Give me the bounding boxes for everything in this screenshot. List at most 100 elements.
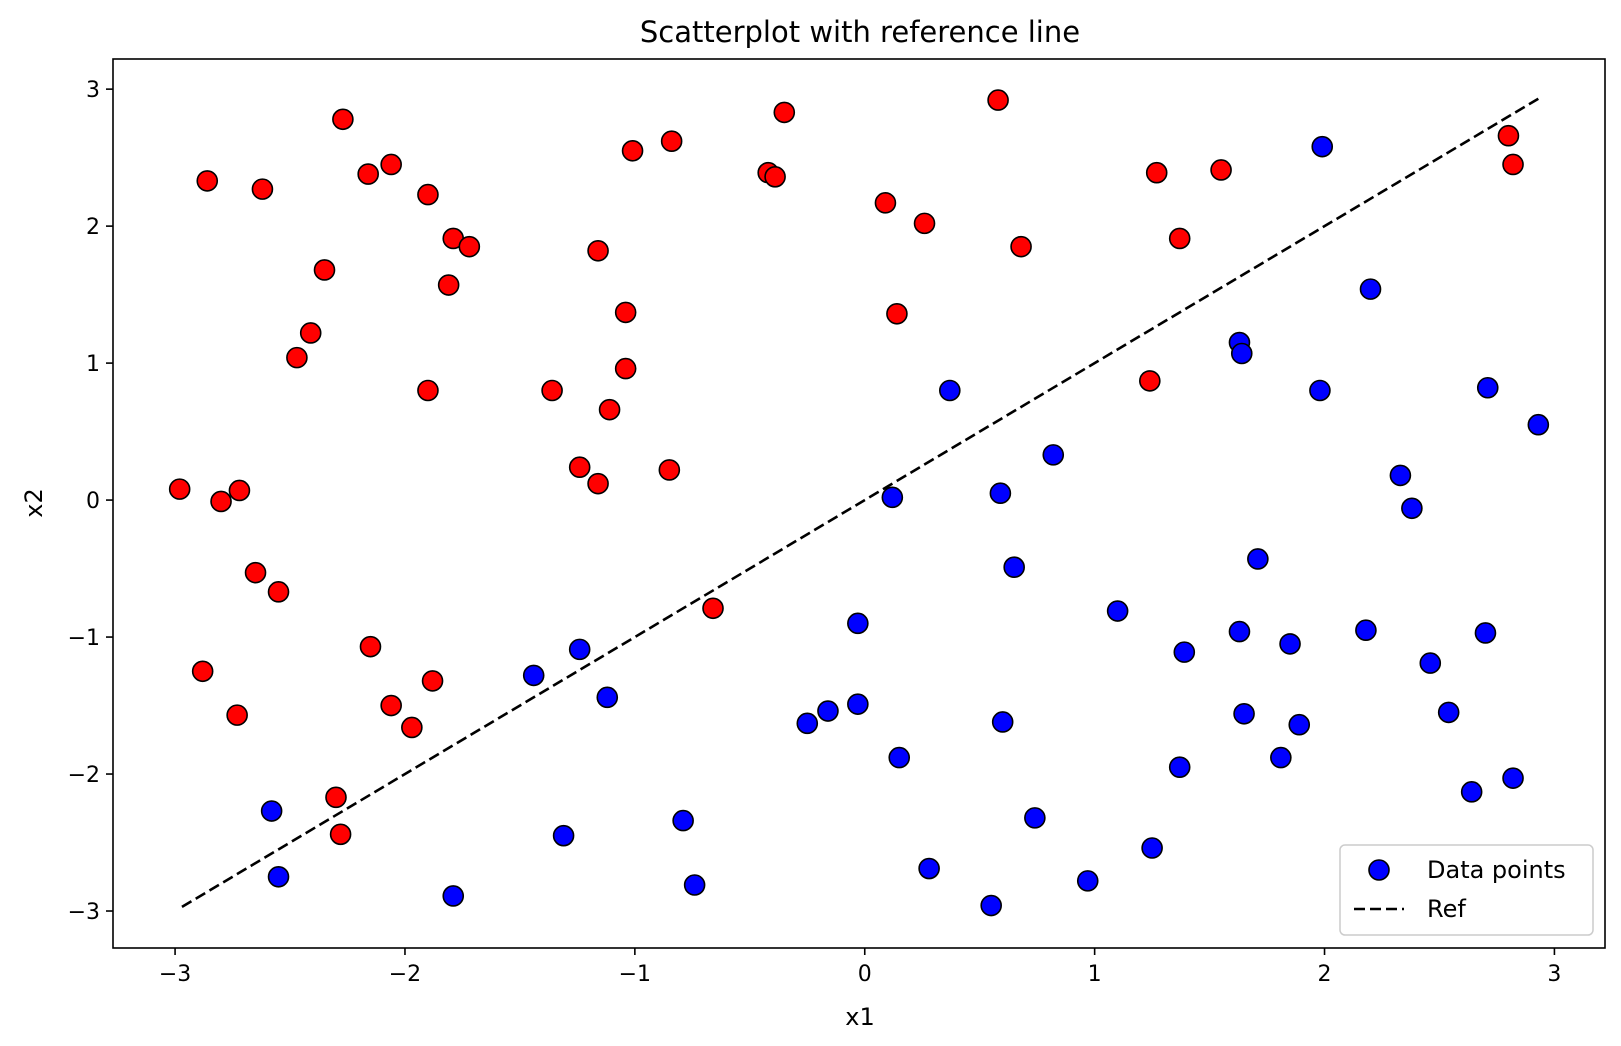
data-points [168,89,1550,917]
y-tick-label: 1 [86,352,100,377]
data-point [196,170,219,192]
data-point [191,660,214,683]
data-point [417,183,439,206]
data-point [587,472,609,495]
data-point [541,379,563,402]
reference-line [181,97,1539,909]
data-point [596,686,619,709]
data-point [357,163,379,185]
data-point [989,482,1012,505]
data-point [1460,781,1483,803]
data-point [1168,227,1191,250]
data-point [683,874,706,896]
data-point [1247,548,1269,570]
data-point [1145,161,1168,184]
y-tick-label: −2 [68,763,100,788]
data-point [939,379,961,402]
data-point [401,716,423,739]
data-point [796,712,819,735]
data-point [1279,633,1301,655]
data-point [417,379,439,402]
data-point [325,786,347,809]
data-point [1476,376,1499,399]
axes-frame [112,58,1606,949]
data-point [1076,870,1099,892]
data-point [313,259,336,281]
x-axis-label: x1 [845,1003,874,1031]
data-point [267,865,290,888]
data-point [598,398,621,421]
data-point [251,178,274,200]
data-point [1389,464,1412,487]
data-point [1474,622,1497,644]
y-tick-label: 2 [86,215,100,240]
legend-marker-data-points [1368,859,1390,881]
data-point [1288,713,1311,736]
data-point [168,478,191,500]
x-tick-label: 3 [1547,962,1561,987]
data-point [1168,756,1191,778]
data-point [1419,652,1442,674]
data-point [1527,413,1550,436]
data-point [442,885,465,907]
chart-title: Scatterplot with reference line [640,15,1080,49]
data-point [1437,701,1460,724]
data-point [886,302,908,325]
data-point [299,322,322,344]
data-point [1311,135,1334,158]
data-point [621,139,644,162]
data-point [888,746,911,769]
x-tick-label: 2 [1318,962,1332,987]
data-point [228,479,251,502]
data-point [658,459,681,481]
data-point [329,823,352,846]
plot-area [168,89,1550,917]
data-point [359,635,382,658]
data-point [568,456,591,479]
data-point [874,192,897,214]
x-axis-ticks: −3 −2 −1 0 1 2 3 [159,948,1561,987]
x-tick-label: −2 [389,962,421,987]
data-point [210,490,232,513]
data-point [987,89,1009,111]
x-tick-label: −3 [159,962,191,987]
data-point [1210,159,1232,181]
legend-label-ref: Ref [1427,895,1466,923]
data-point [672,809,694,832]
data-point [244,561,267,584]
y-tick-label: 0 [86,489,100,514]
data-point [1010,235,1032,258]
data-point [1003,556,1025,578]
data-point [918,857,940,880]
data-point [773,101,796,124]
data-point [817,700,839,722]
x-tick-label: −1 [619,962,651,987]
data-point [913,212,936,235]
data-point [1233,702,1255,725]
data-point [847,612,869,635]
legend-label-data-points: Data points [1427,856,1566,884]
data-point [332,108,354,131]
data-point [522,664,545,687]
x-tick-label: 0 [858,962,872,987]
data-point [1042,444,1065,466]
data-point [764,166,786,188]
data-point [1024,807,1046,829]
data-point [1502,767,1524,789]
data-point [1228,620,1251,643]
y-tick-label: −1 [68,626,100,651]
data-point [660,130,683,152]
data-point [1359,278,1382,300]
data-point [1270,746,1292,769]
data-point [1355,619,1377,642]
data-point [1106,600,1129,622]
data-point [614,357,637,380]
x-tick-label: 1 [1088,962,1102,987]
data-point [421,670,444,692]
data-point [568,638,591,661]
data-point [380,694,402,717]
data-point [847,693,869,715]
y-tick-label: 3 [86,78,100,103]
data-point [1502,153,1524,176]
data-point [991,711,1014,733]
